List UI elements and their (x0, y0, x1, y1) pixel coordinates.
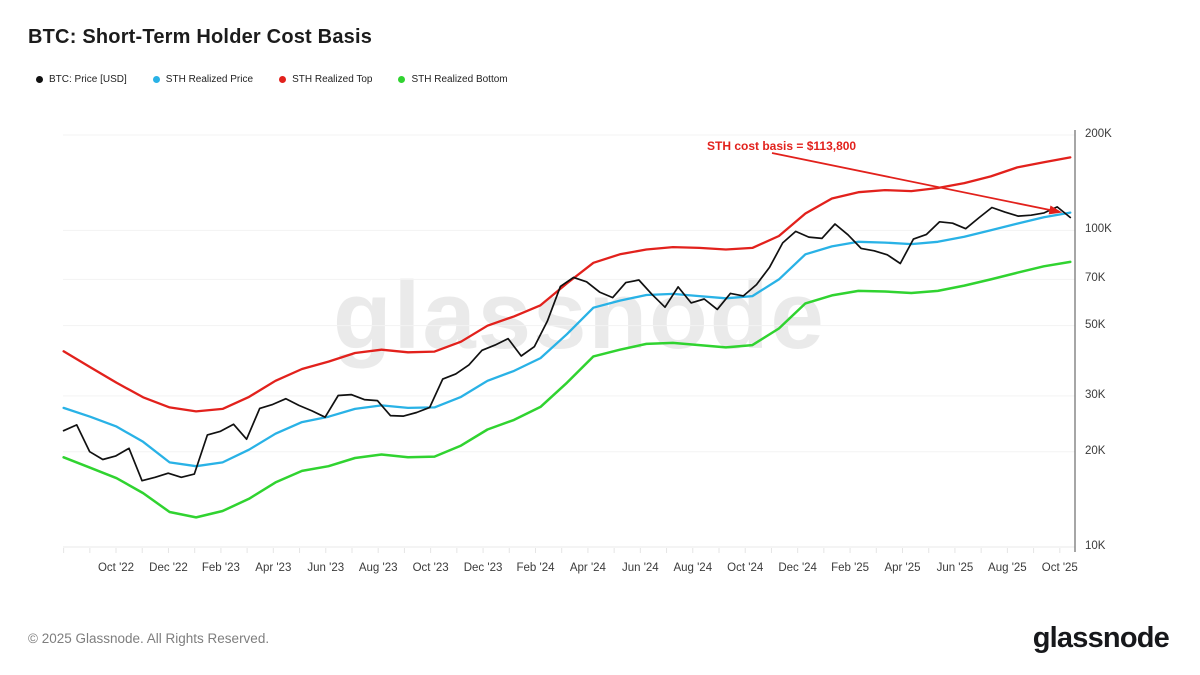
x-tick-Oct-23: Oct '23 (412, 562, 449, 574)
legend-label-sth-realized-bottom: STH Realized Bottom (411, 74, 508, 85)
legend-dot-sth-realized-top (279, 76, 287, 83)
x-tick-Dec-23: Dec '23 (463, 562, 503, 574)
x-tick-Aug-24: Aug '24 (673, 562, 713, 574)
legend-dot-sth-realized-price (152, 76, 160, 83)
series-line-sth-realized-top (62, 156, 1072, 413)
annotation-arrow-line (771, 152, 1053, 212)
legend-dot-btc-price (36, 76, 43, 83)
x-tick-Apr-23: Apr '23 (255, 562, 292, 574)
legend: BTC: Price [USD] STH Realized Price STH Re… (36, 74, 508, 85)
y-tick-10K: 10K (1085, 540, 1106, 553)
series-line-sth-realized-bottom (62, 260, 1072, 519)
x-tick-Aug-25: Aug '25 (988, 562, 1027, 574)
y-tick-100K: 100K (1085, 223, 1112, 236)
legend-item-sth-realized-top[interactable]: STH Realized Top (279, 74, 372, 85)
x-tick-Jun-25: Jun '25 (936, 562, 974, 574)
x-tick-Dec-22: Dec '22 (149, 562, 188, 574)
x-tick-Oct-22: Oct '22 (97, 562, 135, 574)
x-tick-Dec-24: Dec '24 (778, 562, 817, 574)
x-tick-Oct-25: Oct '25 (1041, 562, 1078, 574)
x-tick-Feb-23: Feb '23 (201, 562, 240, 574)
x-tick-Aug-23: Aug '23 (358, 562, 398, 574)
series-line-btc-price (62, 206, 1072, 482)
x-tick-Apr-25: Apr '25 (884, 562, 921, 574)
x-tick-Oct-24: Oct '24 (727, 562, 764, 574)
legend-item-btc-price[interactable]: BTC: Price [USD] (36, 74, 127, 85)
x-tick-Apr-24: Apr '24 (569, 562, 606, 574)
glassnode-watermark: glassnode (333, 262, 826, 369)
page-title: BTC: Short-Term Holder Cost Basis (28, 26, 373, 48)
legend-item-sth-realized-price[interactable]: STH Realized Price (152, 74, 254, 85)
y-tick-30K: 30K (1085, 388, 1106, 401)
chart-area[interactable]: glassnode STH cost basis = $113,800 200K… (0, 100, 1200, 600)
series-line-sth-realized-price (62, 211, 1072, 468)
copyright-text: © 2025 Glassnode. All Rights Reserved. (28, 631, 270, 646)
glassnode-logo: glassnode (1032, 622, 1170, 654)
legend-label-btc-price: BTC: Price [USD] (49, 74, 127, 85)
legend-dot-sth-realized-bottom (398, 76, 406, 83)
x-tick-Jun-23: Jun '23 (307, 562, 345, 574)
annotation-sth-cost-basis: STH cost basis = $113,800 (707, 139, 857, 153)
legend-label-sth-realized-top: STH Realized Top (292, 74, 373, 85)
x-tick-Feb-24: Feb '24 (516, 562, 555, 574)
annotation-arrow-head (1048, 205, 1063, 215)
plot-canvas[interactable] (0, 100, 1200, 600)
legend-label-sth-realized-price: STH Realized Price (165, 74, 254, 85)
y-tick-70K: 70K (1085, 272, 1106, 285)
y-tick-200K: 200K (1085, 128, 1112, 140)
x-tick-Feb-25: Feb '25 (831, 562, 870, 574)
x-tick-Jun-24: Jun '24 (621, 562, 659, 574)
y-tick-20K: 20K (1085, 444, 1106, 457)
legend-item-sth-realized-bottom[interactable]: STH Realized Bottom (398, 74, 508, 85)
y-tick-50K: 50K (1085, 318, 1106, 331)
